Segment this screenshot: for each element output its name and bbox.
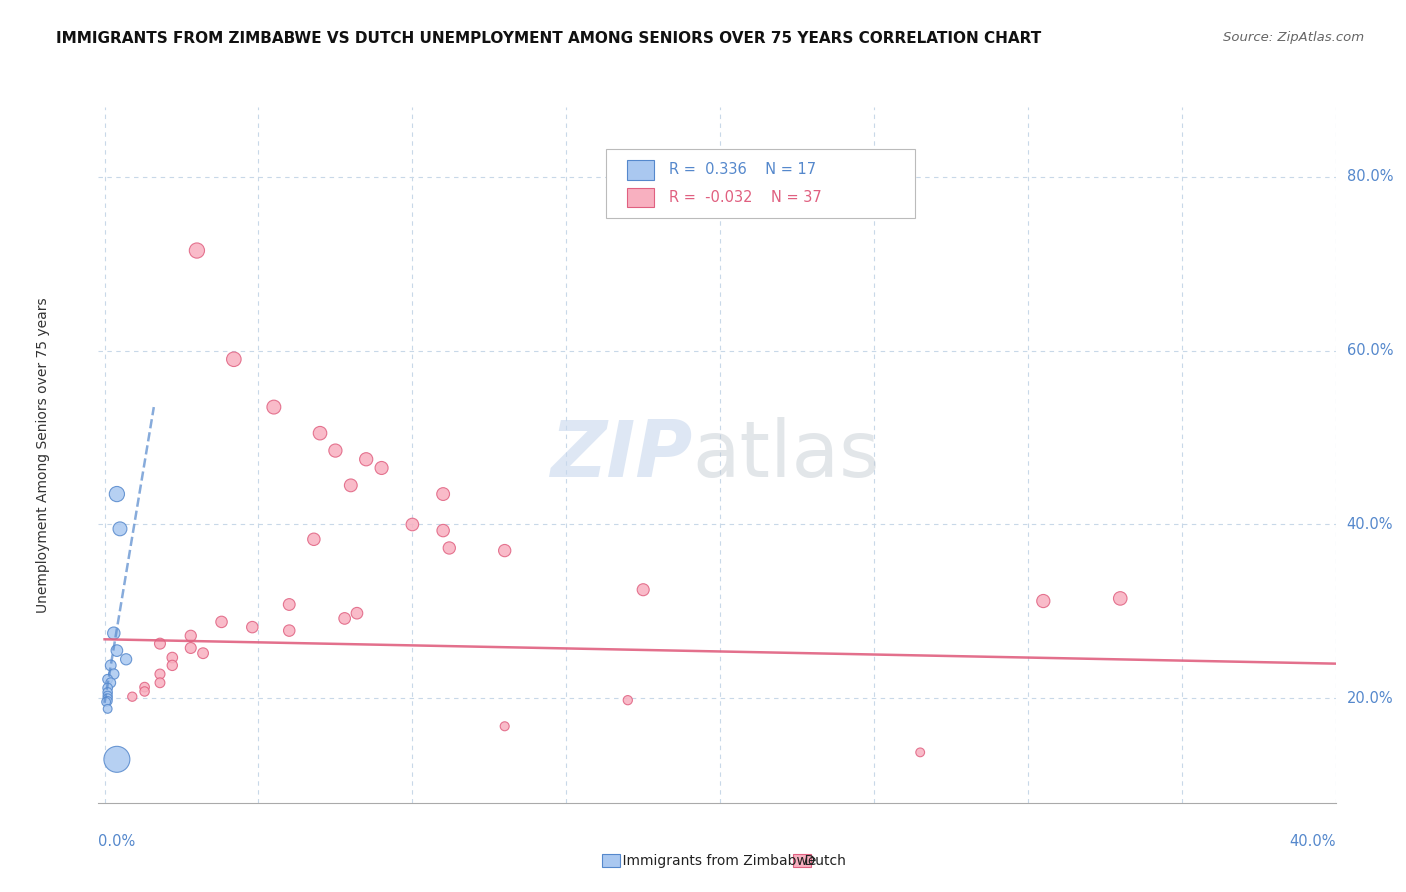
Text: IMMIGRANTS FROM ZIMBABWE VS DUTCH UNEMPLOYMENT AMONG SENIORS OVER 75 YEARS CORRE: IMMIGRANTS FROM ZIMBABWE VS DUTCH UNEMPL… (56, 31, 1042, 46)
Text: 0.0%: 0.0% (98, 834, 135, 849)
Point (370, 461, 392, 475)
Point (115, 652, 138, 666)
Text: 60.0%: 60.0% (1347, 343, 1393, 358)
Point (617, 693, 640, 707)
Point (97, 689, 120, 703)
Point (94, 695, 117, 709)
Point (354, 452, 377, 467)
Point (134, 684, 156, 698)
Text: atlas: atlas (692, 417, 880, 493)
Bar (627, 160, 654, 179)
Point (149, 667, 172, 681)
Point (162, 658, 184, 673)
Point (340, 478, 363, 492)
Point (494, 543, 516, 558)
Point (103, 626, 125, 640)
Point (186, 244, 208, 258)
FancyBboxPatch shape (606, 149, 915, 219)
Text: 20.0%: 20.0% (1347, 691, 1393, 706)
Text: 40.0%: 40.0% (1289, 834, 1336, 849)
Point (149, 637, 172, 651)
Point (278, 624, 301, 638)
Point (432, 487, 454, 501)
Point (108, 522, 131, 536)
Text: ZIP: ZIP (550, 417, 692, 493)
Point (1032, 594, 1054, 608)
Bar (602, 854, 620, 867)
Point (180, 640, 202, 655)
Point (333, 611, 356, 625)
Point (211, 615, 233, 629)
Point (97, 685, 120, 699)
Text: Source: ZipAtlas.com: Source: ZipAtlas.com (1223, 31, 1364, 45)
Point (1109, 591, 1132, 606)
Point (191, 646, 214, 660)
Text: Dutch: Dutch (787, 854, 846, 868)
Point (134, 680, 156, 694)
Point (105, 752, 128, 766)
Bar (627, 187, 654, 207)
Text: 40.0%: 40.0% (1347, 517, 1393, 532)
Point (103, 667, 125, 681)
Text: 80.0%: 80.0% (1347, 169, 1393, 184)
Point (631, 582, 654, 597)
Point (100, 658, 122, 673)
Point (309, 426, 332, 441)
Point (97, 673, 120, 687)
Point (439, 541, 461, 555)
Point (401, 517, 423, 532)
Point (97, 694, 120, 708)
Text: Immigrants from Zimbabwe: Immigrants from Zimbabwe (605, 854, 815, 868)
Point (162, 650, 184, 665)
Point (97, 702, 120, 716)
Bar (793, 854, 811, 867)
Point (302, 533, 325, 547)
Text: Unemployment Among Seniors over 75 years: Unemployment Among Seniors over 75 years (35, 297, 49, 613)
Point (97, 691, 120, 706)
Point (263, 400, 285, 414)
Point (105, 487, 128, 501)
Point (97, 681, 120, 695)
Point (180, 629, 202, 643)
Point (908, 745, 931, 759)
Point (432, 524, 454, 538)
Point (278, 598, 301, 612)
Point (149, 675, 172, 690)
Text: R =  -0.032    N = 37: R = -0.032 N = 37 (669, 190, 821, 205)
Point (494, 719, 516, 733)
Text: R =  0.336    N = 17: R = 0.336 N = 17 (669, 162, 815, 178)
Point (240, 620, 263, 634)
Point (121, 690, 143, 704)
Point (325, 443, 347, 458)
Point (100, 675, 122, 690)
Point (222, 352, 245, 367)
Point (105, 643, 128, 657)
Point (346, 606, 368, 620)
